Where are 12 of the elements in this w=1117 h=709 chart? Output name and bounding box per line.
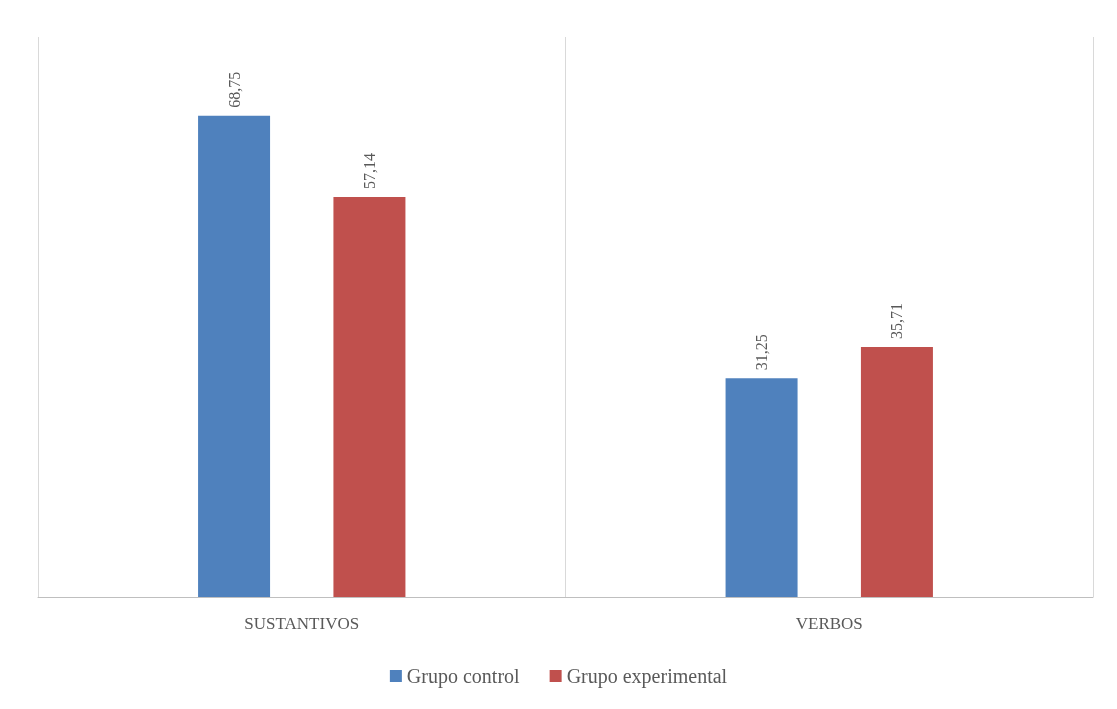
bar [725,378,798,597]
legend-label: Grupo experimental [566,665,728,688]
legend-label: Grupo control [406,665,521,688]
data-label: 35,71 [888,303,906,340]
x-tick-label: VERBOS [795,614,863,633]
data-label: 57,14 [360,153,378,190]
bar [860,347,933,597]
x-tick-label: SUSTANTIVOS [244,614,360,633]
bar [198,115,271,597]
data-label: 68,75 [225,71,243,108]
data-label: 31,25 [753,334,771,371]
bar [333,197,406,597]
